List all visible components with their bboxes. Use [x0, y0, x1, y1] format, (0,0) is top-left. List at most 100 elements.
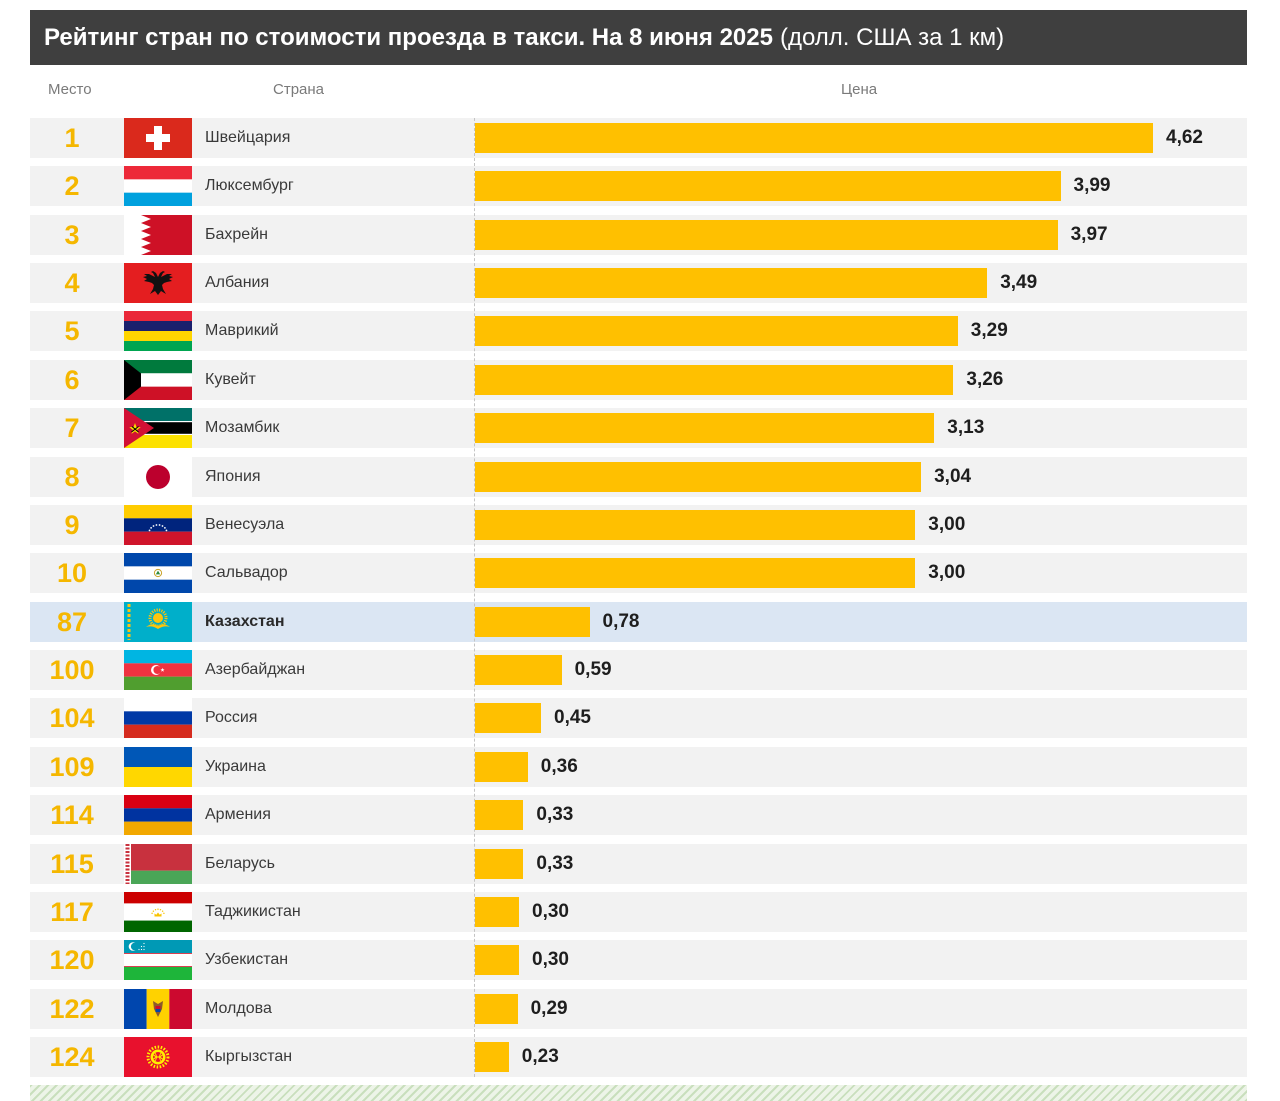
rank-number: 6	[64, 364, 80, 395]
column-header-country: Страна	[273, 81, 325, 98]
mauritius-flag-icon	[124, 311, 192, 352]
rank-number: 2	[64, 171, 80, 202]
price-bar	[475, 993, 518, 1024]
country-name: Сальвадор	[205, 564, 288, 582]
country-name: Узбекистан	[205, 951, 289, 969]
price-label: 3,29	[970, 320, 1008, 342]
table-row: 100 Азербайджан 0,59	[30, 650, 1247, 691]
azerbaijan-flag-icon	[124, 650, 192, 691]
price-label: 0,33	[536, 852, 574, 874]
country-name: Кувейт	[205, 370, 256, 388]
price-bar	[475, 123, 1153, 153]
rank-number: 104	[49, 703, 95, 734]
mozambique-flag-icon	[124, 408, 192, 449]
albania-flag-icon	[124, 263, 192, 304]
rank-number: 122	[49, 993, 95, 1024]
price-bar	[475, 558, 916, 589]
japan-flag-icon	[124, 456, 192, 497]
table-row: 5 Маврикий 3,29	[30, 311, 1247, 352]
kyrgyzstan-flag-icon	[124, 1037, 192, 1078]
column-header-rank: Место	[48, 81, 92, 98]
country-name: Бахрейн	[205, 225, 268, 243]
price-label: 3,49	[1000, 272, 1038, 294]
rank-number: 115	[50, 848, 94, 879]
country-name: Албания	[205, 274, 270, 292]
rank-number: 10	[56, 558, 88, 589]
rank-number: 9	[64, 509, 80, 540]
venezuela-flag-icon	[124, 504, 192, 545]
ukraine-flag-icon	[124, 746, 192, 787]
column-header-price: Цена	[841, 81, 878, 98]
rank-number: 100	[49, 655, 95, 686]
rank-number: 87	[56, 606, 88, 637]
rank-number: 3	[64, 219, 80, 250]
price-bar	[475, 268, 988, 299]
country-name: Армения	[205, 806, 271, 824]
table-row: 124 Кыргызстан 0,23	[30, 1037, 1247, 1078]
price-label: 0,29	[530, 997, 568, 1019]
price-bar	[475, 896, 519, 927]
tajikistan-flag-icon	[124, 891, 192, 932]
rank-number: 4	[64, 268, 80, 299]
table-row: 8 Япония 3,04	[30, 456, 1247, 497]
table-row: 104 Россия 0,45	[30, 698, 1247, 739]
country-name: Маврикий	[205, 322, 279, 340]
ranking-table: 1 Швейцария 4,62 2 Люксембург 3,99 3 Бахрейн 3,9…	[30, 118, 1247, 1078]
price-bar	[475, 171, 1061, 202]
price-bar	[475, 413, 935, 444]
price-label: 3,04	[934, 465, 972, 487]
rank-number: 117	[50, 896, 94, 927]
price-label: 0,59	[574, 659, 612, 681]
kazakhstan-flag-icon	[124, 601, 192, 642]
table-row: 2 Люксембург 3,99	[30, 166, 1247, 207]
price-bar	[475, 655, 562, 686]
price-label: 0,33	[536, 804, 574, 826]
russia-flag-icon	[124, 698, 192, 739]
price-label: 3,26	[966, 368, 1004, 390]
country-name: Кыргызстан	[205, 1048, 293, 1066]
rank-number: 1	[64, 123, 80, 153]
price-bar	[475, 219, 1058, 250]
el-salvador-flag-icon	[124, 553, 192, 594]
country-name: Беларусь	[205, 854, 275, 872]
table-row: 10 Сальвадор 3,00	[30, 553, 1247, 594]
divider-line	[474, 118, 475, 1077]
country-name: Казахстан	[205, 612, 285, 630]
price-bar	[475, 606, 590, 637]
table-row: 7 Мозамбик 3,13	[30, 408, 1247, 449]
price-label: 0,30	[532, 949, 569, 971]
rank-number: 124	[49, 1042, 95, 1073]
chart-title-unit: (долл. США за 1 км)	[779, 24, 1005, 51]
price-label: 3,97	[1070, 223, 1108, 245]
price-label: 0,36	[540, 755, 578, 777]
table-row: 1 Швейцария 4,62	[30, 118, 1247, 158]
price-bar	[475, 1042, 509, 1073]
belarus-flag-icon	[124, 843, 192, 884]
country-name: Молдова	[205, 999, 272, 1017]
country-name: Швейцария	[205, 129, 291, 146]
price-bar	[475, 509, 916, 540]
price-bar	[475, 703, 541, 734]
chart-title: Рейтинг стран по стоимости проезда в так…	[44, 24, 773, 51]
rank-number: 120	[49, 945, 95, 976]
price-bar	[475, 848, 524, 879]
country-name: Азербайджан	[205, 661, 306, 679]
table-row: 109 Украина 0,36	[30, 746, 1247, 787]
country-name: Таджикистан	[205, 902, 301, 920]
price-bar	[475, 945, 519, 976]
table-row: 9 Венесуэла 3,00	[30, 504, 1247, 545]
rank-number: 7	[64, 413, 80, 444]
price-label: 0,45	[554, 707, 591, 729]
switzerland-flag-icon	[124, 118, 192, 158]
table-row: 114 Армения 0,33	[30, 795, 1247, 836]
price-label: 3,00	[928, 513, 966, 535]
country-name: Украина	[205, 757, 266, 775]
price-bar	[475, 316, 958, 347]
rank-number: 8	[64, 461, 80, 492]
luxembourg-flag-icon	[124, 166, 192, 207]
armenia-flag-icon	[124, 795, 192, 836]
bottom-decor-strip	[30, 1085, 1247, 1101]
table-row: 6 Кувейт 3,26	[30, 359, 1247, 400]
rank-number: 109	[49, 751, 95, 782]
price-label: 0,78	[602, 610, 640, 632]
